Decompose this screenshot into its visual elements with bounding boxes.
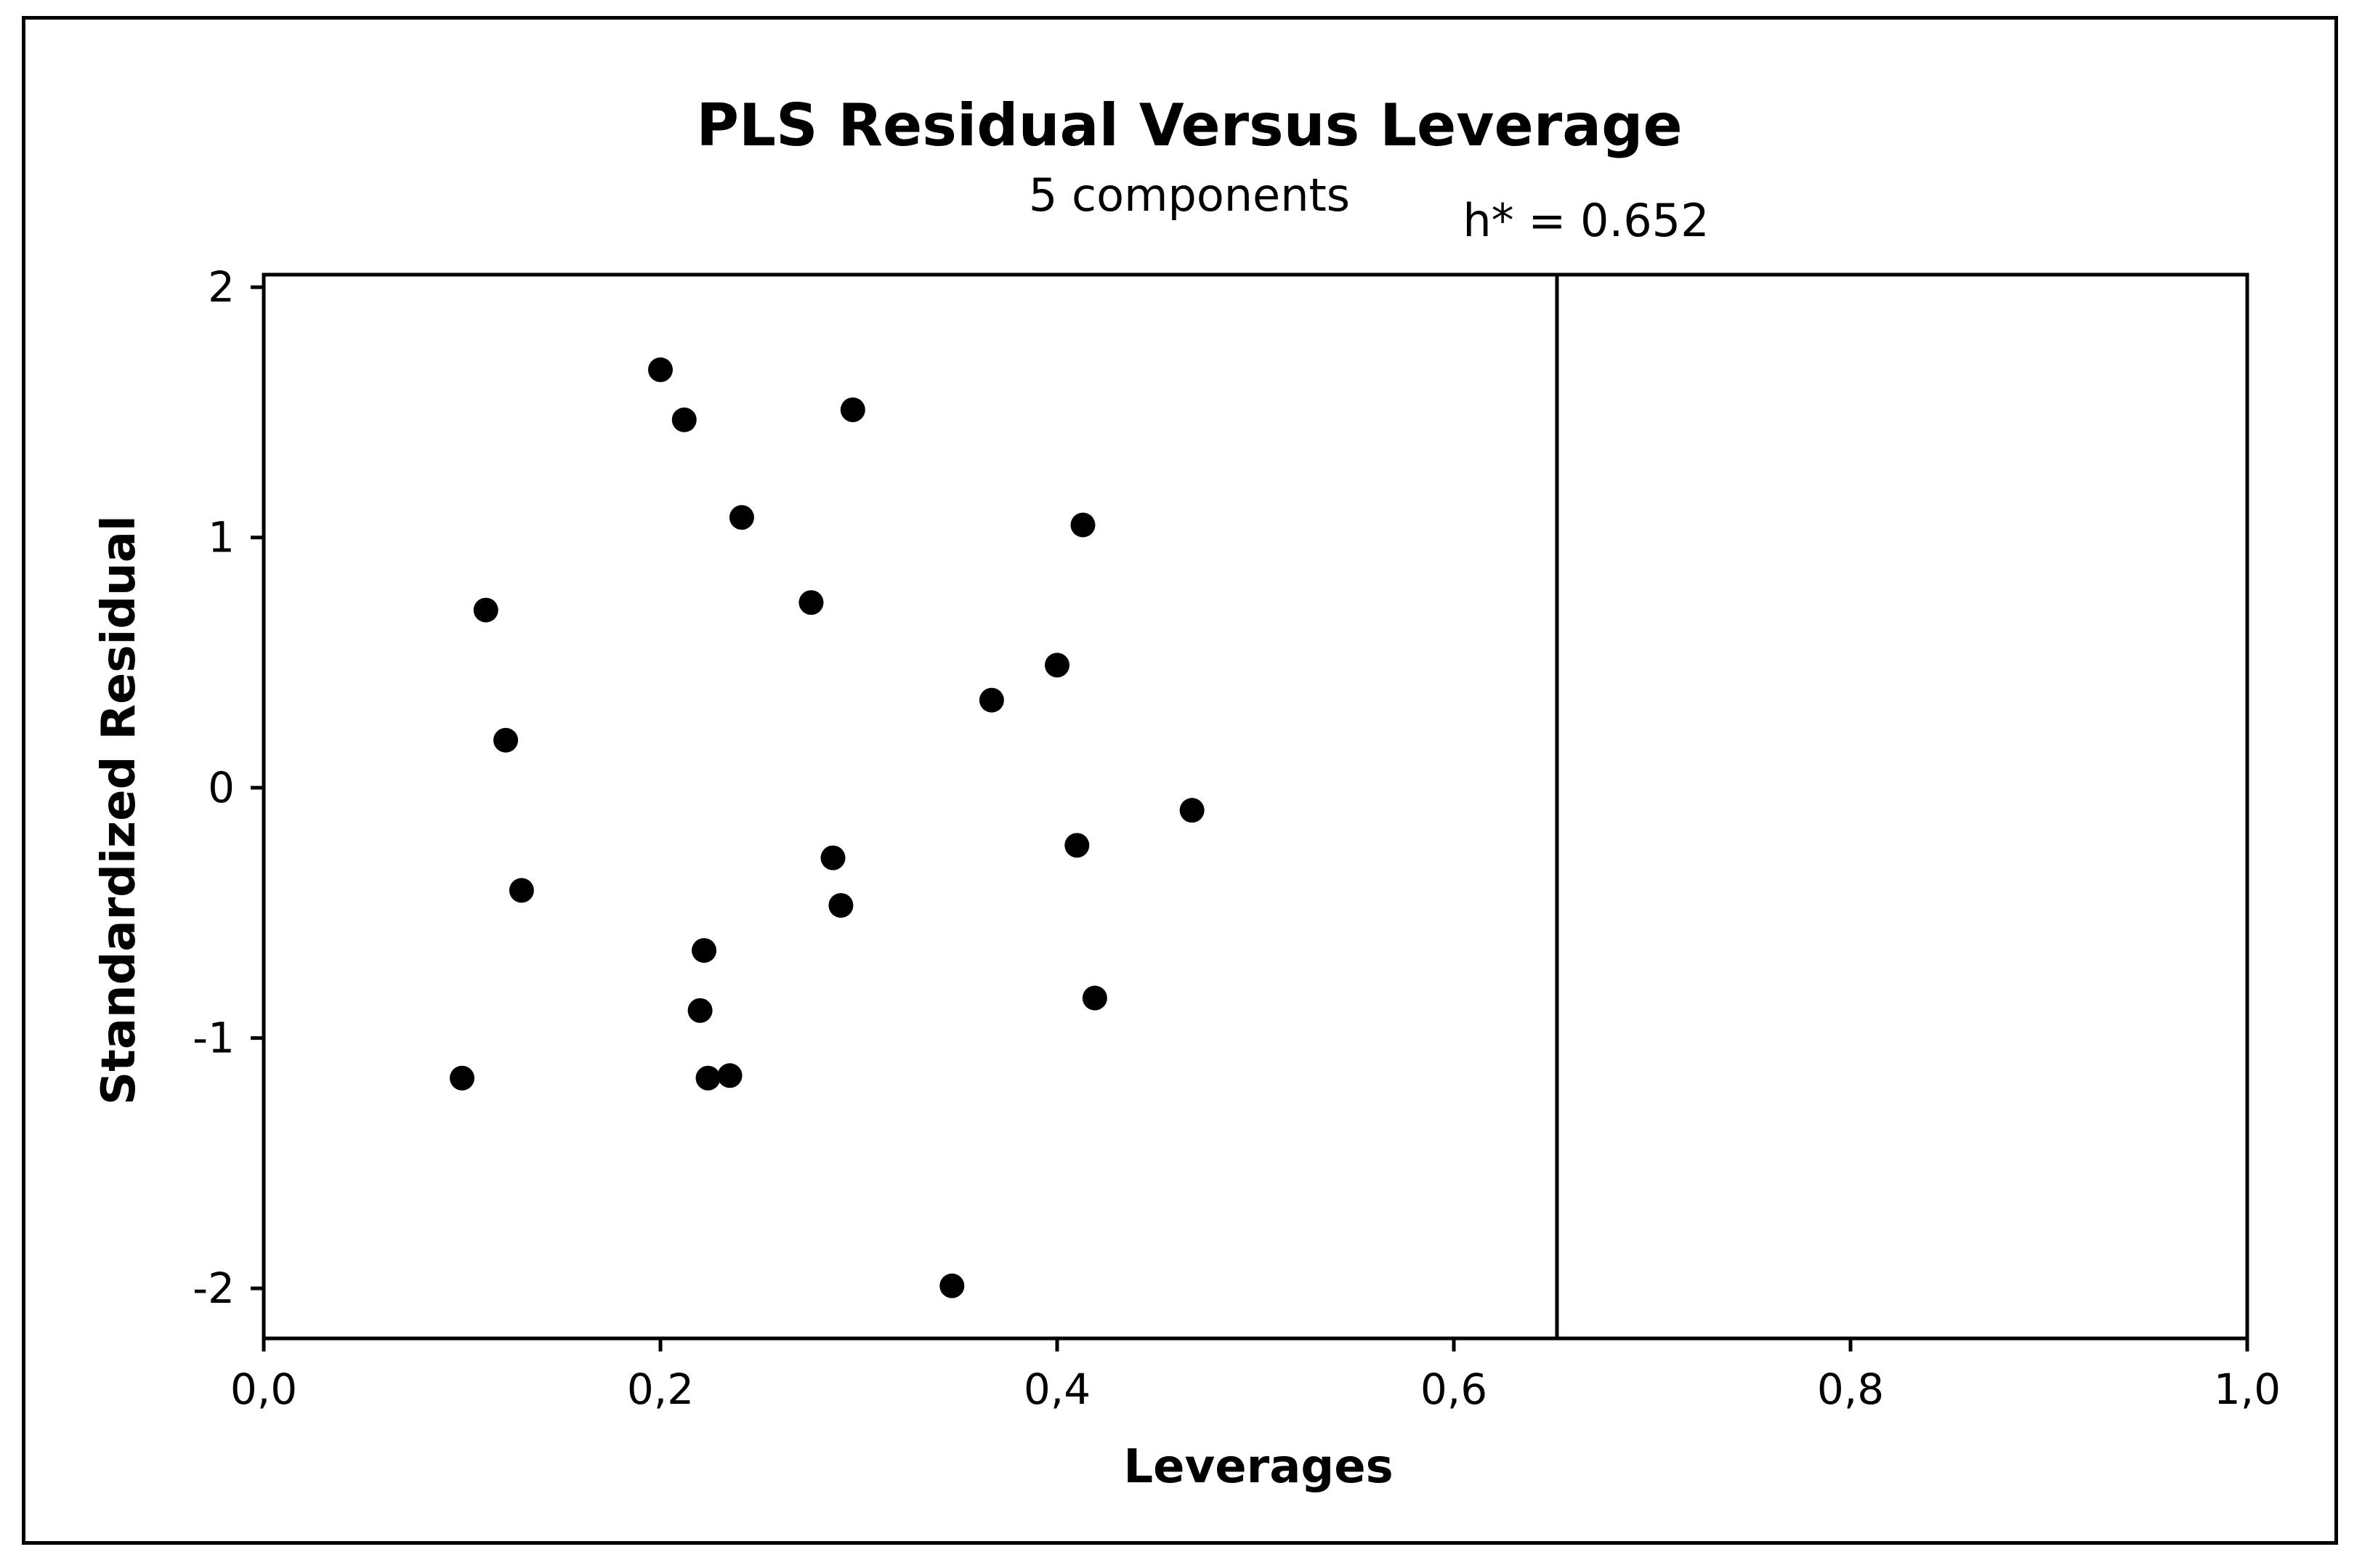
data-point <box>687 998 713 1023</box>
y-tick-label: -2 <box>193 1264 235 1313</box>
x-tick-label: 0,6 <box>1420 1365 1487 1414</box>
data-point <box>979 687 1004 713</box>
data-point <box>671 407 697 432</box>
data-point <box>493 727 519 753</box>
x-axis: 0,0 0,2 0,4 0,6 0,8 1,0 <box>230 1338 2281 1414</box>
data-points <box>450 357 1205 1298</box>
y-tick-label: 1 <box>208 513 235 562</box>
data-point <box>820 845 846 870</box>
reference-line-label: h* = 0.652 <box>1463 194 1709 247</box>
chart-title: PLS Residual Versus Leverage <box>696 92 1682 159</box>
data-point <box>509 878 534 903</box>
y-tick-label: 0 <box>208 763 235 812</box>
data-point <box>692 938 717 963</box>
data-point <box>1070 512 1096 538</box>
data-point <box>840 397 865 423</box>
data-point <box>729 505 754 530</box>
data-point <box>1179 798 1205 823</box>
data-point <box>1045 652 1069 678</box>
data-point <box>695 1065 721 1091</box>
y-tick-label: 2 <box>208 262 235 312</box>
chart-frame <box>22 16 2338 1545</box>
x-tick-label: 1,0 <box>2214 1365 2281 1414</box>
data-point <box>828 893 854 918</box>
plot-area <box>262 272 2249 1341</box>
chart-subtitle: 5 components <box>1029 169 1350 222</box>
x-axis-label: Leverages <box>1123 1440 1393 1494</box>
data-point <box>1082 985 1107 1011</box>
data-point <box>1064 833 1090 858</box>
data-point <box>798 590 824 615</box>
data-point <box>939 1273 965 1298</box>
x-tick-label: 0,4 <box>1024 1365 1091 1414</box>
x-tick-label: 0,0 <box>230 1365 297 1414</box>
x-tick-label: 0,8 <box>1817 1365 1884 1414</box>
y-tick-label: -1 <box>193 1014 235 1063</box>
data-point <box>450 1065 474 1091</box>
x-tick-label: 0,2 <box>627 1365 694 1414</box>
y-axis-label: Standardized Residual <box>92 515 146 1105</box>
data-point <box>717 1063 743 1088</box>
y-axis: 2 1 0 -1 -2 <box>193 262 264 1313</box>
data-point <box>473 597 498 623</box>
data-point <box>648 357 673 382</box>
